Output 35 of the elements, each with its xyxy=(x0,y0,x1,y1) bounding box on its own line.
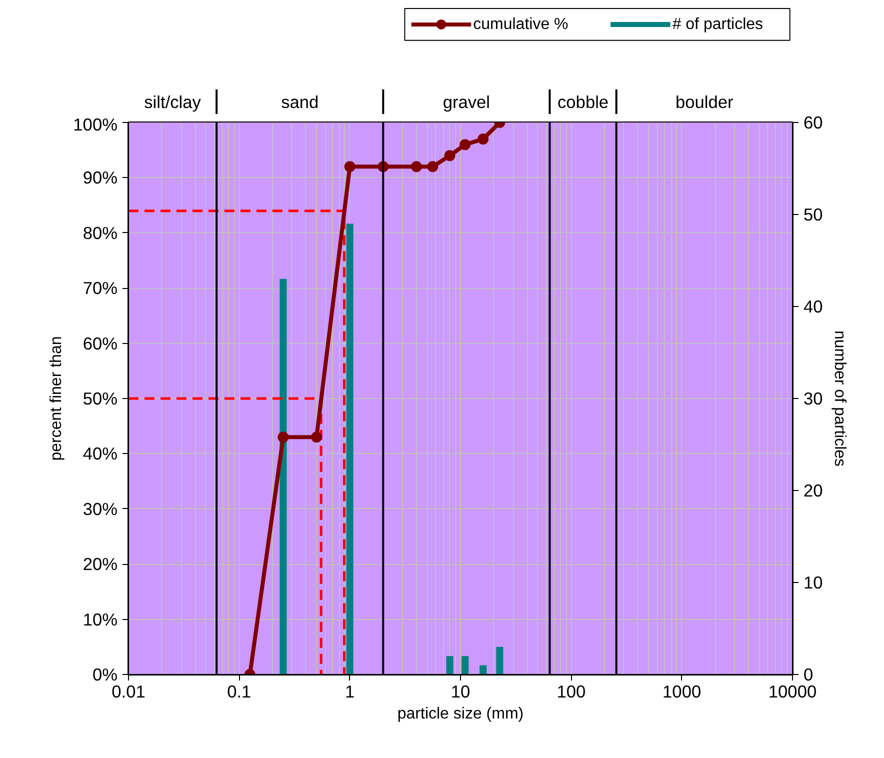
y2-tick-label: 40 xyxy=(804,296,823,316)
y2-tick-label: 60 xyxy=(804,112,823,132)
legend-label: cumulative % xyxy=(473,16,568,33)
x-tick-label: 1000 xyxy=(662,682,702,702)
y-tick-label: 30% xyxy=(82,498,118,519)
y2-tick-label: 30 xyxy=(804,388,823,408)
y-tick-label: 100% xyxy=(73,114,118,134)
band-label: boulder xyxy=(676,92,734,112)
x-tick-label: 0.1 xyxy=(227,682,252,702)
y2-axis-title: number of particles xyxy=(830,330,848,467)
band-label: silt/clay xyxy=(144,92,202,112)
x-tick-label: 0.01 xyxy=(112,682,146,702)
y-tick-label: 0% xyxy=(92,664,118,684)
y-tick-label: 50% xyxy=(82,388,118,408)
x-tick-label: 1 xyxy=(345,682,355,702)
y2-tick-label: 20 xyxy=(804,480,823,500)
y-tick-label: 60% xyxy=(82,333,118,354)
legend-label: # of particles xyxy=(672,16,764,33)
band-label: sand xyxy=(281,92,319,112)
y-tick-label: 90% xyxy=(82,168,118,188)
x-tick-label: 100 xyxy=(556,682,586,702)
y-tick-label: 20% xyxy=(82,554,118,574)
x-axis-title: particle size (mm) xyxy=(397,706,524,722)
y-tick-label: 10% xyxy=(82,609,118,630)
band-label: cobble xyxy=(558,92,609,112)
y2-tick-label: 0 xyxy=(804,664,814,684)
y-axis-title: percent finer than xyxy=(48,336,66,461)
x-tick-label: 10 xyxy=(450,682,470,702)
y-tick-label: 40% xyxy=(82,444,118,464)
band-label: gravel xyxy=(442,92,490,112)
y-tick-label: 70% xyxy=(82,278,118,298)
x-tick-label: 10000 xyxy=(768,682,817,702)
y-tick-label: 80% xyxy=(82,222,118,243)
y2-tick-label: 10 xyxy=(804,572,823,592)
y2-tick-label: 50 xyxy=(804,204,823,224)
